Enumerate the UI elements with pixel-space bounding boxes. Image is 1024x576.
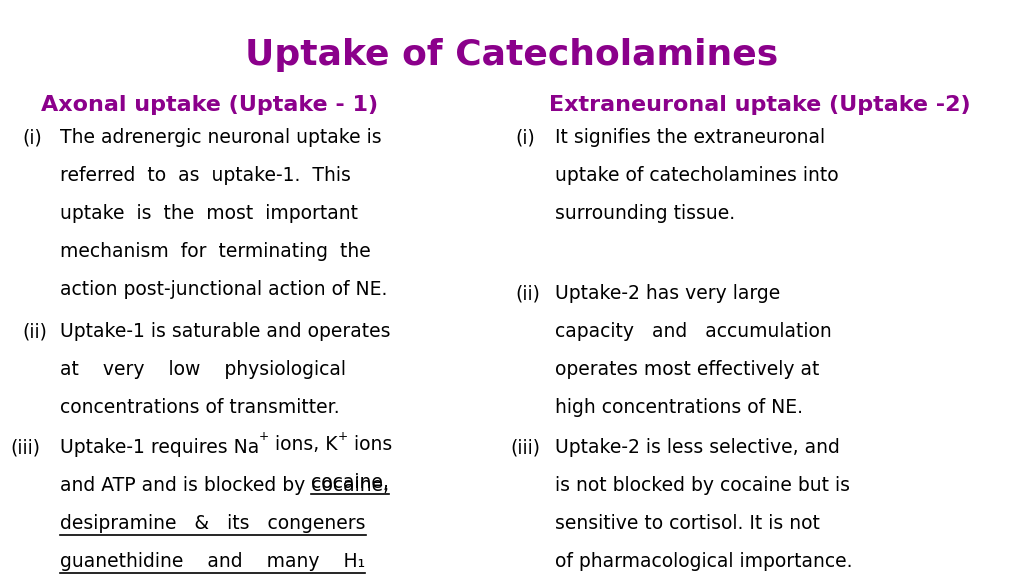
Text: (i): (i) — [22, 128, 42, 147]
Text: is not blocked by cocaine but is: is not blocked by cocaine but is — [555, 476, 850, 495]
Text: Uptake-2 is less selective, and: Uptake-2 is less selective, and — [555, 438, 840, 457]
Text: ions, K: ions, K — [269, 435, 338, 454]
Text: referred  to  as  uptake-1.  This: referred to as uptake-1. This — [60, 166, 351, 185]
Text: desipramine   &   its   congeners: desipramine & its congeners — [60, 514, 366, 533]
Text: and ATP and is blocked by: and ATP and is blocked by — [60, 476, 311, 495]
Text: Uptake-2 has very large: Uptake-2 has very large — [555, 284, 780, 303]
Text: ions: ions — [348, 435, 392, 454]
Text: high concentrations of NE.: high concentrations of NE. — [555, 398, 803, 417]
Text: concentrations of transmitter.: concentrations of transmitter. — [60, 398, 340, 417]
Text: of pharmacological importance.: of pharmacological importance. — [555, 552, 853, 571]
Text: action post-junctional action of NE.: action post-junctional action of NE. — [60, 280, 387, 299]
Text: Uptake of Catecholamines: Uptake of Catecholamines — [246, 38, 778, 72]
Text: mechanism  for  terminating  the: mechanism for terminating the — [60, 242, 371, 261]
Text: (i): (i) — [515, 128, 535, 147]
Text: +: + — [338, 430, 348, 443]
Text: Uptake-1 is saturable and operates: Uptake-1 is saturable and operates — [60, 322, 390, 341]
Text: uptake  is  the  most  important: uptake is the most important — [60, 204, 358, 223]
Text: surrounding tissue.: surrounding tissue. — [555, 204, 735, 223]
Text: Extraneuronal uptake (Uptake -2): Extraneuronal uptake (Uptake -2) — [549, 95, 971, 115]
Text: It signifies the extraneuronal: It signifies the extraneuronal — [555, 128, 825, 147]
Text: Uptake-1 requires Na: Uptake-1 requires Na — [60, 438, 259, 457]
Text: +: + — [259, 430, 269, 443]
Text: (ii): (ii) — [515, 284, 540, 303]
Text: sensitive to cortisol. It is not: sensitive to cortisol. It is not — [555, 514, 820, 533]
Text: (iii): (iii) — [510, 438, 540, 457]
Text: and ATP and is blocked by cocaine,: and ATP and is blocked by cocaine, — [60, 476, 389, 495]
Text: guanethidine    and    many    H₁: guanethidine and many H₁ — [60, 552, 366, 571]
Text: (ii): (ii) — [22, 322, 47, 341]
Text: The adrenergic neuronal uptake is: The adrenergic neuronal uptake is — [60, 128, 382, 147]
Text: at    very    low    physiological: at very low physiological — [60, 360, 346, 379]
Text: operates most effectively at: operates most effectively at — [555, 360, 819, 379]
Text: uptake of catecholamines into: uptake of catecholamines into — [555, 166, 839, 185]
Text: cocaine,: cocaine, — [311, 473, 389, 492]
Text: Axonal uptake (Uptake - 1): Axonal uptake (Uptake - 1) — [41, 95, 379, 115]
Text: (iii): (iii) — [10, 438, 40, 457]
Text: capacity   and   accumulation: capacity and accumulation — [555, 322, 831, 341]
